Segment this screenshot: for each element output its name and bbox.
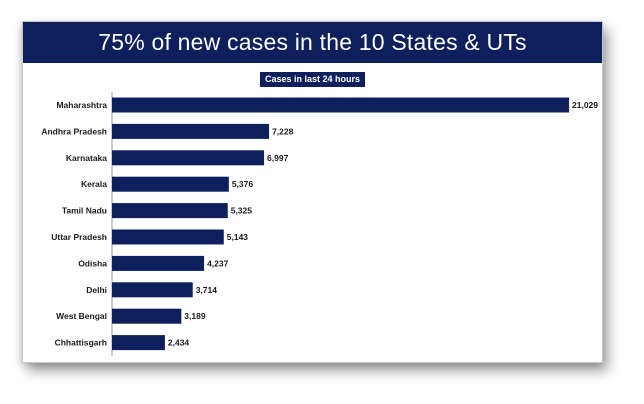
bar-chart: Maharashtra 21,029 Andhra Pradesh 7,228 Karn… — [41, 91, 598, 356]
data-label: 3,714 — [196, 285, 218, 295]
bar — [112, 97, 569, 113]
title-banner: 75% of new cases in the 10 States & UTs — [23, 22, 602, 63]
bar — [112, 123, 270, 139]
category-label: Uttar Pradesh — [51, 232, 107, 242]
category-label: West Bengal — [56, 311, 107, 321]
data-label: 4,237 — [207, 258, 229, 268]
category-label: Maharashtra — [56, 100, 107, 110]
chart-subtitle: Cases in last 24 hours — [259, 72, 366, 87]
category-label: Andhra Pradesh — [41, 126, 107, 136]
subtitle-wrap: Cases in last 24 hours — [23, 69, 602, 87]
category-label: Odisha — [78, 258, 107, 268]
bar — [112, 229, 224, 245]
bar — [112, 150, 265, 166]
data-label: 5,143 — [227, 232, 249, 242]
bar — [112, 255, 205, 271]
data-label: 5,376 — [232, 179, 254, 189]
data-label: 7,228 — [272, 126, 294, 136]
bar — [112, 335, 165, 351]
chart-slide: 75% of new cases in the 10 States & UTs … — [22, 21, 603, 363]
category-label: Kerala — [81, 179, 107, 189]
data-label: 5,325 — [231, 206, 253, 216]
data-label: 21,029 — [572, 100, 598, 110]
data-label: 2,434 — [168, 338, 190, 348]
data-label: 6,997 — [267, 153, 289, 163]
data-label: 3,189 — [184, 311, 206, 321]
bar — [112, 308, 182, 324]
category-label: Chhattisgarh — [55, 338, 107, 348]
bar — [112, 176, 229, 192]
category-label: Tamil Nadu — [62, 206, 107, 216]
category-label: Delhi — [86, 285, 107, 295]
bar — [112, 282, 193, 298]
bar — [112, 203, 228, 219]
category-label: Karnataka — [66, 153, 107, 163]
chart-title: 75% of new cases in the 10 States & UTs — [98, 29, 527, 55]
